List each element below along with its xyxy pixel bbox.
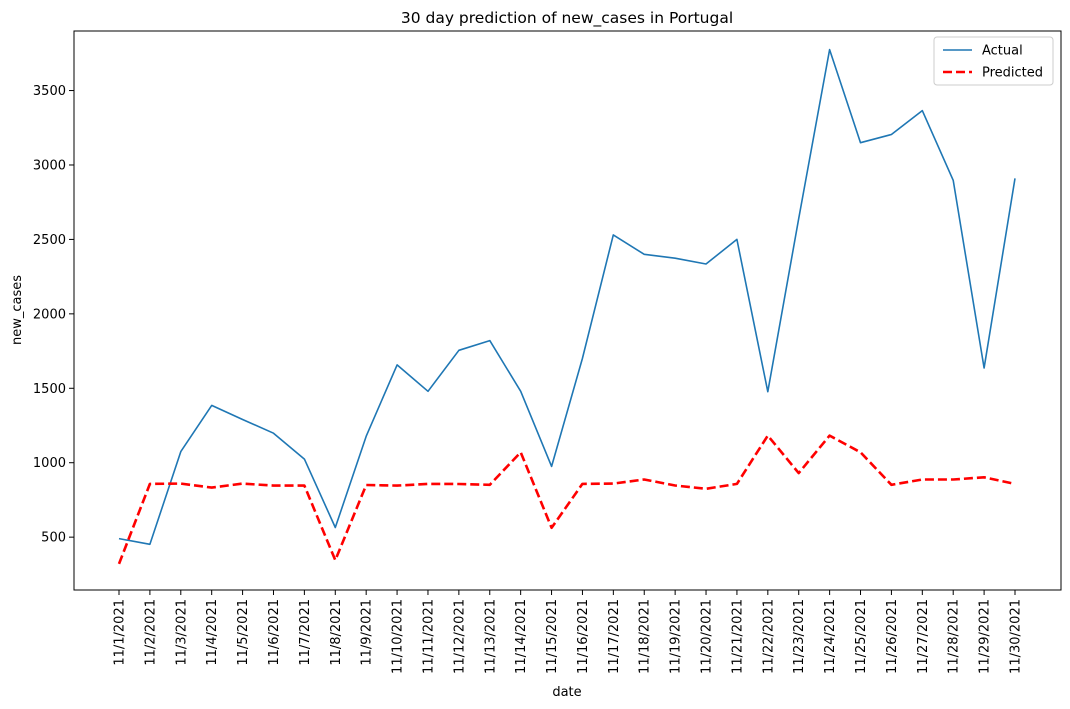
x-tick-label: 11/16/2021 xyxy=(576,599,591,674)
x-tick-label: 11/10/2021 xyxy=(391,599,406,674)
x-tick-label: 11/30/2021 xyxy=(1009,599,1024,674)
x-tick-label: 11/9/2021 xyxy=(360,599,375,666)
y-tick-label: 500 xyxy=(41,531,66,546)
x-tick-label: 11/14/2021 xyxy=(514,599,529,674)
legend: Actual Predicted xyxy=(933,36,1054,86)
x-tick-label: 11/19/2021 xyxy=(669,599,684,674)
x-tick-label: 11/27/2021 xyxy=(916,599,931,674)
x-tick-label: 11/28/2021 xyxy=(947,599,962,674)
x-tick-label: 11/23/2021 xyxy=(792,599,807,674)
x-tick-label: 11/22/2021 xyxy=(761,599,776,674)
y-tick-label: 1500 xyxy=(33,382,66,397)
x-tick-label: 11/24/2021 xyxy=(823,599,838,674)
x-tick-label: 11/20/2021 xyxy=(700,599,715,674)
legend-label-predicted: Predicted xyxy=(982,66,1043,81)
x-tick-label: 11/8/2021 xyxy=(329,599,344,666)
y-tick-label: 2000 xyxy=(33,307,66,322)
y-axis: 500 1000 1500 2000 2500 3000 3500 xyxy=(33,84,74,546)
x-tick-label: 11/17/2021 xyxy=(607,599,622,674)
y-tick-label: 1000 xyxy=(33,456,66,471)
x-tick-label: 11/18/2021 xyxy=(638,599,653,674)
chart-title: 30 day prediction of new_cases in Portug… xyxy=(401,9,733,28)
series-line-actual xyxy=(118,48,1016,546)
x-tick-label: 11/4/2021 xyxy=(205,599,220,666)
x-tick-label: 11/15/2021 xyxy=(545,599,560,674)
x-tick-label: 11/21/2021 xyxy=(730,599,745,674)
series-layer xyxy=(117,48,1016,565)
x-tick-label: 11/6/2021 xyxy=(267,599,282,666)
x-tick-label: 11/2/2021 xyxy=(143,599,158,666)
x-tick-label: 11/12/2021 xyxy=(452,599,467,674)
x-tick-label: 11/1/2021 xyxy=(113,599,128,666)
y-axis-label: new_cases xyxy=(10,275,25,345)
x-tick-label: 11/25/2021 xyxy=(854,599,869,674)
series-line-predicted xyxy=(117,434,1016,565)
x-tick-label: 11/7/2021 xyxy=(298,599,313,666)
x-axis-label: date xyxy=(552,685,581,700)
plot-area xyxy=(73,30,1062,591)
x-tick-label: 11/3/2021 xyxy=(174,599,189,666)
x-tick-label: 11/26/2021 xyxy=(885,599,900,674)
x-tick-label: 11/11/2021 xyxy=(421,599,436,674)
y-tick-label: 3000 xyxy=(33,158,66,173)
y-tick-label: 3500 xyxy=(33,84,66,99)
x-tick-label: 11/29/2021 xyxy=(978,599,993,674)
x-axis: 11/1/2021 11/2/2021 11/3/2021 11/4/2021 11/5… xyxy=(113,590,1024,674)
legend-label-actual: Actual xyxy=(982,44,1023,59)
x-tick-label: 11/13/2021 xyxy=(483,599,498,674)
x-tick-label: 11/5/2021 xyxy=(236,599,251,666)
y-tick-label: 2500 xyxy=(33,233,66,248)
